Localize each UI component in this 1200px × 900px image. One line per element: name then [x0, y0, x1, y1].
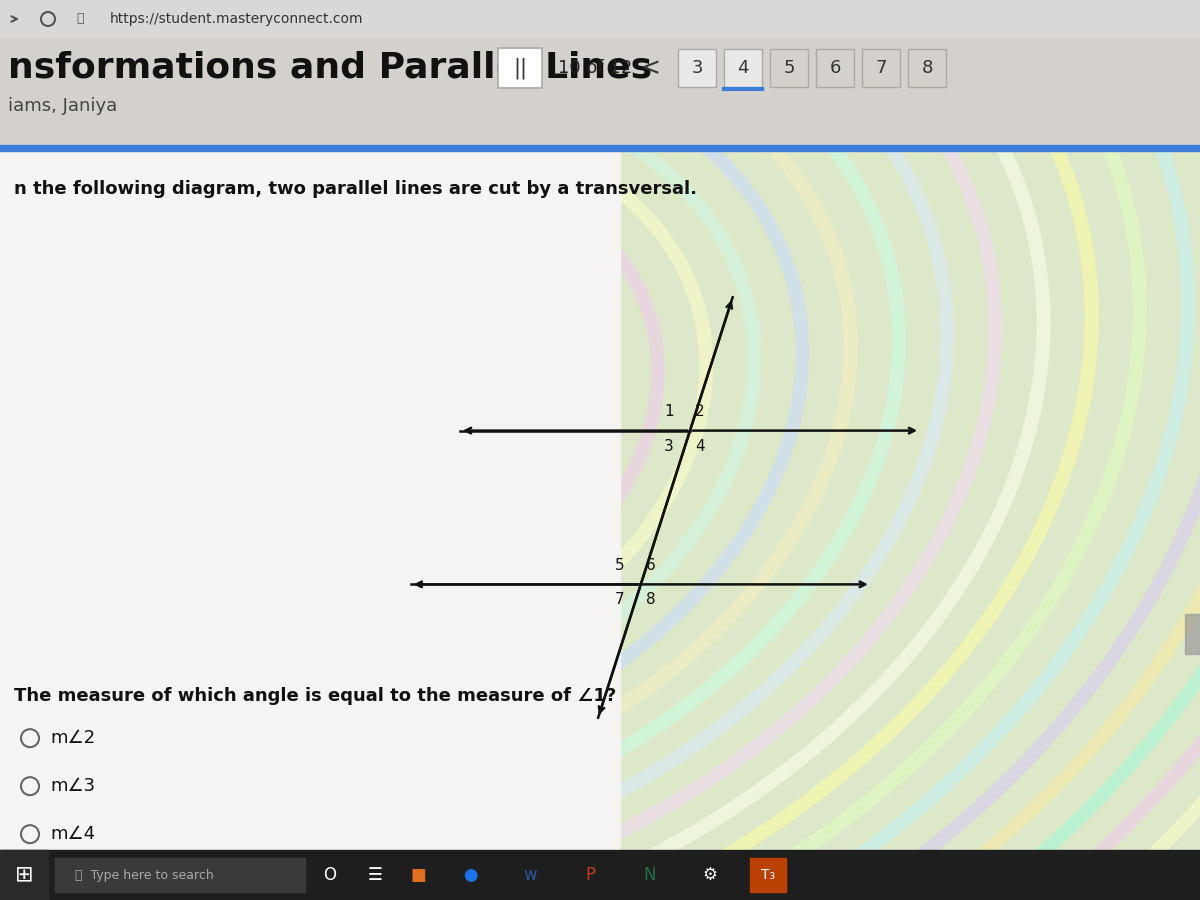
- Text: O: O: [324, 866, 336, 884]
- Bar: [816, 49, 854, 87]
- Text: 5: 5: [784, 59, 794, 77]
- Text: ■: ■: [410, 866, 426, 884]
- Text: ||: ||: [514, 58, 527, 79]
- Text: N: N: [643, 866, 656, 884]
- Text: https://student.masteryconnect.com: https://student.masteryconnect.com: [110, 12, 364, 26]
- Text: 4: 4: [737, 59, 749, 77]
- Text: 4: 4: [695, 438, 704, 454]
- Bar: [862, 49, 900, 87]
- Text: 3: 3: [691, 59, 703, 77]
- Text: <: <: [640, 56, 660, 80]
- Bar: [0, 0, 1200, 38]
- Text: 7: 7: [616, 592, 625, 608]
- Bar: [0, 145, 1200, 151]
- Text: 🔒: 🔒: [77, 13, 84, 25]
- Text: w: w: [523, 866, 536, 884]
- Bar: [724, 49, 762, 87]
- Text: ⊞: ⊞: [14, 865, 34, 885]
- Bar: [55, 858, 305, 892]
- Text: 5: 5: [616, 558, 625, 573]
- Bar: [0, 151, 620, 850]
- Text: 2: 2: [695, 404, 704, 419]
- Bar: [1186, 615, 1200, 654]
- Text: 8: 8: [646, 592, 655, 608]
- Text: ●: ●: [463, 866, 478, 884]
- Text: m∠4: m∠4: [50, 825, 95, 843]
- Text: m∠3: m∠3: [50, 778, 95, 796]
- Bar: [498, 48, 542, 88]
- Text: 6: 6: [829, 59, 841, 77]
- Bar: [0, 151, 580, 850]
- Text: 7: 7: [875, 59, 887, 77]
- Bar: [770, 49, 808, 87]
- Bar: [0, 151, 1200, 850]
- Bar: [0, 850, 1200, 900]
- Bar: [0, 38, 1200, 148]
- Text: 1: 1: [665, 404, 674, 419]
- Text: m∠2: m∠2: [50, 729, 95, 747]
- Text: 8: 8: [922, 59, 932, 77]
- Text: ☰: ☰: [367, 866, 383, 884]
- Text: 3: 3: [665, 438, 674, 454]
- Text: iams, Janiya: iams, Janiya: [8, 97, 118, 115]
- Text: 6: 6: [646, 558, 655, 573]
- Text: n the following diagram, two parallel lines are cut by a transversal.: n the following diagram, two parallel li…: [14, 180, 697, 198]
- Text: ⌕  Type here to search: ⌕ Type here to search: [74, 868, 214, 881]
- Text: m∠6: m∠6: [50, 873, 95, 891]
- Text: P: P: [584, 866, 595, 884]
- Bar: [678, 49, 716, 87]
- Text: ⚙: ⚙: [702, 866, 718, 884]
- Text: 10 of 12: 10 of 12: [558, 59, 632, 77]
- Bar: [750, 858, 786, 892]
- Text: nsformations and Parallel Lines: nsformations and Parallel Lines: [8, 51, 652, 85]
- Bar: [0, 850, 48, 900]
- Text: The measure of which angle is equal to the measure of ∠1?: The measure of which angle is equal to t…: [14, 688, 617, 706]
- Bar: [908, 49, 946, 87]
- Text: T₃: T₃: [761, 868, 775, 882]
